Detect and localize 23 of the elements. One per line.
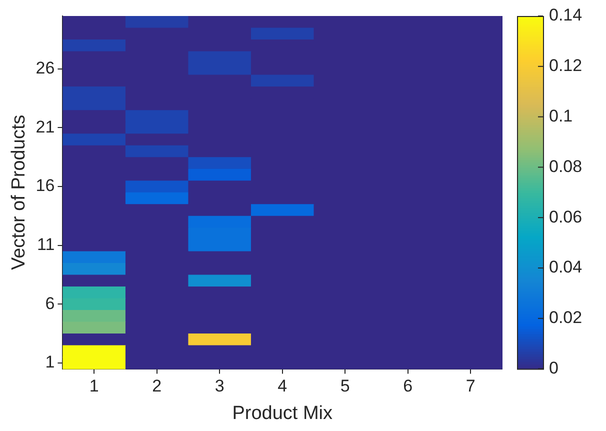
y-tick-label: 6: [45, 294, 55, 313]
color-bar-label: 0.08: [549, 156, 582, 176]
x-tick-label: 2: [152, 376, 162, 396]
x-tick-label: 3: [214, 376, 224, 396]
x-tick-label: 1: [89, 376, 99, 396]
y-axis-title: Vector of Products: [8, 114, 30, 270]
color-bar-label: 0.12: [549, 56, 582, 76]
x-tick-label: 6: [403, 376, 413, 396]
x-tick-label: 7: [466, 376, 476, 396]
color-bar-label: 0: [549, 358, 558, 378]
color-bar-label: 0.06: [549, 207, 582, 226]
color-bar-label: 0.04: [549, 258, 582, 277]
x-tick-label: 5: [340, 376, 350, 396]
color-bar-label: 0.1: [549, 106, 573, 126]
x-tick-label: 4: [278, 376, 288, 396]
color-bar-label: 0.14: [549, 6, 582, 25]
y-tick-label: 16: [36, 176, 55, 196]
y-tick-label: 21: [36, 117, 55, 136]
y-tick-label: 1: [45, 352, 55, 372]
color-bar-label: 0.02: [549, 308, 582, 328]
x-axis-title: Product Mix: [232, 402, 334, 424]
y-tick-label: 26: [36, 58, 55, 78]
y-tick-label: 11: [37, 235, 55, 254]
